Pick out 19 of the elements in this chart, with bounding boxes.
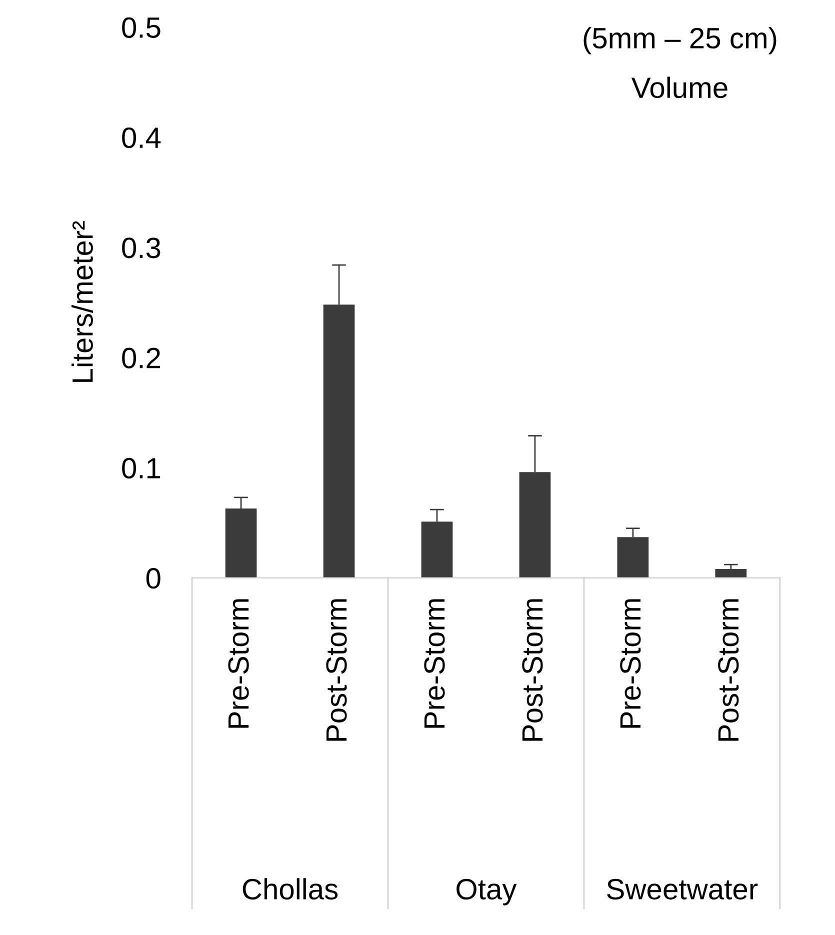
y-tick-label: 0.1 [122, 458, 160, 479]
text: Chollas [242, 878, 338, 900]
x-tick-label: Pre-Storm [424, 599, 445, 728]
chart-title: (5mm – 25 cm) [584, 27, 776, 54]
text: Volume [631, 76, 728, 98]
x-tick-label: Post-Storm [718, 599, 739, 741]
y-tick-label: 0.5 [122, 17, 160, 38]
y-axis-title: Liters/meter² [72, 221, 93, 382]
y-tick-label: 0.2 [122, 348, 160, 368]
bar [715, 569, 747, 578]
text: Otay [456, 878, 517, 906]
y-tick-label: 0.4 [122, 127, 161, 148]
x-tick-label: Pre-Storm [620, 599, 641, 728]
x-tick-label: Pre-Storm [228, 599, 249, 728]
y-tick-label: 0.3 [122, 238, 160, 258]
text: Sweetwater [607, 878, 758, 900]
y-tick-label: 0 [146, 568, 160, 589]
x-tick-label: Post-Storm [522, 599, 543, 741]
x-tick-label: Post-Storm [326, 599, 347, 741]
